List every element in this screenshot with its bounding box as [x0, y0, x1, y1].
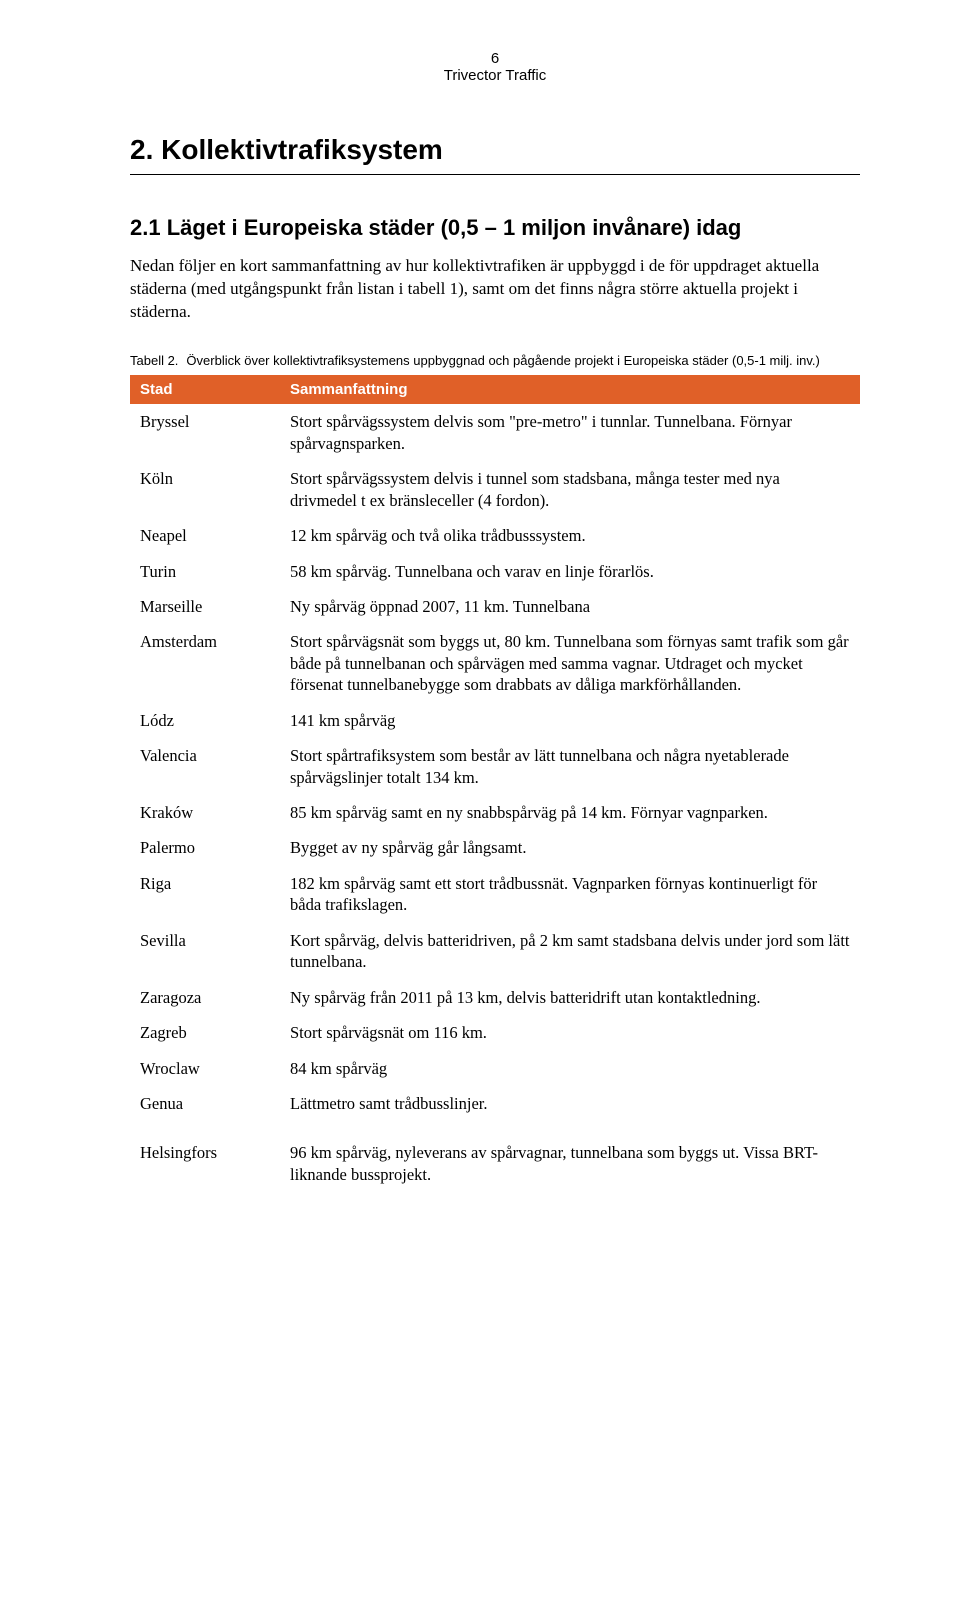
cell-summary: Lättmetro samt trådbusslinjer.	[280, 1086, 860, 1121]
table-row: Turin58 km spårväg. Tunnelbana och varav…	[130, 554, 860, 589]
chapter-heading: 2. Kollektivtrafiksystem	[130, 134, 860, 166]
cell-city: Bryssel	[130, 404, 280, 461]
cell-summary: 182 km spårväg samt ett stort trådbussnä…	[280, 866, 860, 923]
cell-city: Riga	[130, 866, 280, 923]
table-row: Riga182 km spårväg samt ett stort trådbu…	[130, 866, 860, 923]
cell-summary: Ny spårväg från 2011 på 13 km, delvis ba…	[280, 980, 860, 1015]
section-title: Läget i Europeiska städer (0,5 – 1 miljo…	[167, 215, 742, 240]
cell-city: Marseille	[130, 589, 280, 624]
chapter-rule	[130, 174, 860, 175]
cell-city: Wroclaw	[130, 1051, 280, 1086]
table-caption: Tabell 2. Överblick över kollektivtrafik…	[130, 352, 860, 370]
table-row: Neapel12 km spårväg och två olika trådbu…	[130, 518, 860, 553]
chapter-number: 2.	[130, 134, 153, 165]
table-row: Wroclaw84 km spårväg	[130, 1051, 860, 1086]
overview-table: Stad Sammanfattning BrysselStort spårväg…	[130, 375, 860, 1192]
page-number: 6	[130, 50, 860, 67]
cell-summary: Stort spårvägssystem delvis som "pre-met…	[280, 404, 860, 461]
table-row: ZaragozaNy spårväg från 2011 på 13 km, d…	[130, 980, 860, 1015]
table-row: ZagrebStort spårvägsnät om 116 km.	[130, 1015, 860, 1050]
company-name: Trivector Traffic	[130, 67, 860, 84]
cell-summary: Stort spårvägsnät som byggs ut, 80 km. T…	[280, 624, 860, 702]
cell-city: Kraków	[130, 795, 280, 830]
intro-paragraph: Nedan följer en kort sammanfattning av h…	[130, 255, 860, 324]
cell-city: Turin	[130, 554, 280, 589]
cell-summary: 85 km spårväg samt en ny snabbspårväg på…	[280, 795, 860, 830]
table-row: SevillaKort spårväg, delvis batteridrive…	[130, 923, 860, 980]
cell-summary: 12 km spårväg och två olika trådbusssyst…	[280, 518, 860, 553]
cell-summary: Stort spårvägsnät om 116 km.	[280, 1015, 860, 1050]
cell-city: Palermo	[130, 830, 280, 865]
col-summary: Sammanfattning	[280, 375, 860, 404]
table-row: BrysselStort spårvägssystem delvis som "…	[130, 404, 860, 461]
cell-city: Zaragoza	[130, 980, 280, 1015]
cell-summary: 96 km spårväg, nyleverans av spårvagnar,…	[280, 1135, 860, 1192]
page-header: 6 Trivector Traffic	[130, 50, 860, 84]
cell-summary: Kort spårväg, delvis batteridriven, på 2…	[280, 923, 860, 980]
table-row: Helsingfors96 km spårväg, nyleverans av …	[130, 1135, 860, 1192]
cell-summary: Bygget av ny spårväg går långsamt.	[280, 830, 860, 865]
cell-city: Helsingfors	[130, 1135, 280, 1192]
section-number: 2.1	[130, 215, 161, 240]
table-row: PalermoBygget av ny spårväg går långsamt…	[130, 830, 860, 865]
table-row: KölnStort spårvägssystem delvis i tunnel…	[130, 461, 860, 518]
cell-city: Zagreb	[130, 1015, 280, 1050]
cell-summary: 84 km spårväg	[280, 1051, 860, 1086]
cell-city: Köln	[130, 461, 280, 518]
table-row: AmsterdamStort spårvägsnät som byggs ut,…	[130, 624, 860, 702]
col-city: Stad	[130, 375, 280, 404]
chapter-title: Kollektivtrafiksystem	[161, 134, 443, 165]
cell-summary: Stort spårvägssystem delvis i tunnel som…	[280, 461, 860, 518]
cell-city: Lódz	[130, 703, 280, 738]
cell-city: Genua	[130, 1086, 280, 1121]
table-row: Kraków85 km spårväg samt en ny snabbspår…	[130, 795, 860, 830]
cell-city: Neapel	[130, 518, 280, 553]
table-row: ValenciaStort spårtrafiksystem som bestå…	[130, 738, 860, 795]
cell-city: Valencia	[130, 738, 280, 795]
cell-summary: Ny spårväg öppnad 2007, 11 km. Tunnelban…	[280, 589, 860, 624]
table-header-row: Stad Sammanfattning	[130, 375, 860, 404]
table-caption-text: Överblick över kollektivtrafiksystemens …	[186, 352, 860, 370]
table-row: MarseilleNy spårväg öppnad 2007, 11 km. …	[130, 589, 860, 624]
cell-city: Sevilla	[130, 923, 280, 980]
cell-summary: 141 km spårväg	[280, 703, 860, 738]
cell-city: Amsterdam	[130, 624, 280, 702]
table-row: Lódz141 km spårväg	[130, 703, 860, 738]
table-spacer	[130, 1121, 860, 1135]
cell-summary: 58 km spårväg. Tunnelbana och varav en l…	[280, 554, 860, 589]
section-heading: 2.1 Läget i Europeiska städer (0,5 – 1 m…	[130, 215, 860, 241]
table-row: GenuaLättmetro samt trådbusslinjer.	[130, 1086, 860, 1121]
cell-summary: Stort spårtrafiksystem som består av lät…	[280, 738, 860, 795]
table-caption-label: Tabell 2.	[130, 352, 186, 370]
